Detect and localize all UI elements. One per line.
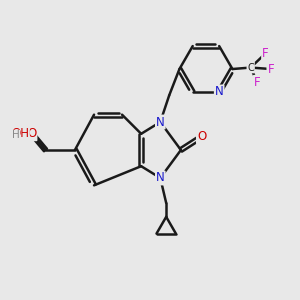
Text: N: N xyxy=(156,116,165,128)
Text: N: N xyxy=(215,85,224,98)
Text: N: N xyxy=(156,172,165,184)
Text: H: H xyxy=(12,130,20,140)
Text: F: F xyxy=(254,76,260,89)
Text: OH: OH xyxy=(11,127,29,140)
Text: O: O xyxy=(197,130,206,143)
Text: F: F xyxy=(262,47,269,60)
Text: O: O xyxy=(27,127,37,140)
Text: F: F xyxy=(267,62,274,76)
Text: C: C xyxy=(247,63,254,73)
